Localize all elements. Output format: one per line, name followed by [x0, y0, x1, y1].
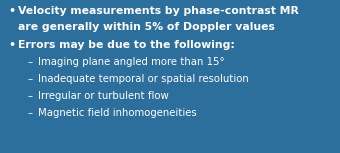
Text: •: •: [8, 40, 15, 50]
Text: are generally within 5% of Doppler values: are generally within 5% of Doppler value…: [18, 22, 275, 32]
Text: –: –: [28, 57, 33, 67]
Text: –: –: [28, 108, 33, 118]
Text: Magnetic field inhomogeneities: Magnetic field inhomogeneities: [38, 108, 197, 118]
Text: Velocity measurements by phase-contrast MR: Velocity measurements by phase-contrast …: [18, 6, 299, 16]
Text: –: –: [28, 91, 33, 101]
Text: Errors may be due to the following:: Errors may be due to the following:: [18, 40, 235, 50]
Text: Imaging plane angled more than 15°: Imaging plane angled more than 15°: [38, 57, 225, 67]
Text: –: –: [28, 74, 33, 84]
Text: •: •: [8, 6, 15, 16]
Text: Irregular or turbulent flow: Irregular or turbulent flow: [38, 91, 169, 101]
Text: Inadequate temporal or spatial resolution: Inadequate temporal or spatial resolutio…: [38, 74, 249, 84]
